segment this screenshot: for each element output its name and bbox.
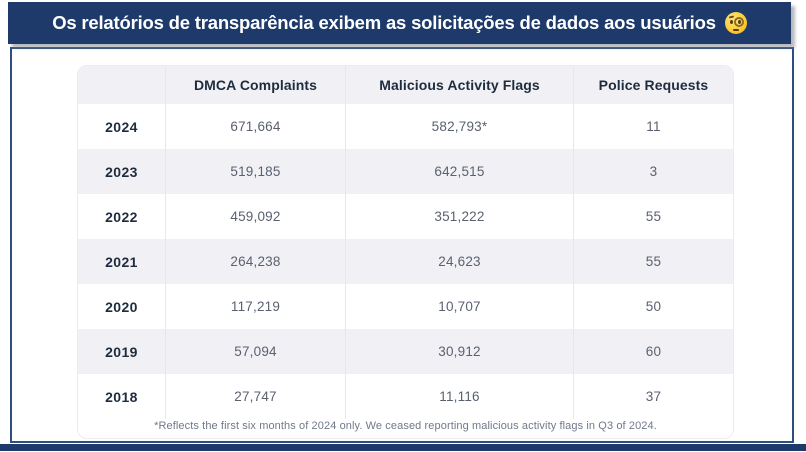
table-row: 2023 519,185 642,515 3	[78, 149, 733, 194]
emoji-left-eye	[729, 20, 733, 24]
year-cell: 2023	[78, 149, 165, 194]
face-with-monocle-emoji-icon	[724, 12, 747, 34]
police-cell: 60	[573, 329, 733, 374]
column-header-dmca-complaints: DMCA Complaints	[165, 66, 345, 104]
column-header-malicious-activity-flags: Malicious Activity Flags	[345, 66, 573, 104]
year-cell: 2018	[105, 388, 138, 405]
malicious-cell: 30,912	[345, 329, 573, 374]
column-header-police-requests: Police Requests	[573, 66, 733, 104]
bottom-divider-bar	[0, 444, 806, 451]
year-cell: 2020	[105, 298, 138, 315]
table-row: 2024 671,664 582,793* 11	[78, 104, 733, 149]
table-row: 2020 117,219 10,707 50	[78, 284, 733, 329]
table-header-row: DMCA Complaints Malicious Activity Flags…	[78, 66, 733, 104]
year-cell: 2019	[78, 329, 165, 374]
police-cell: 50	[573, 284, 733, 329]
table-row: 2022 459,092 351,222 55	[78, 194, 733, 239]
screenshot-frame: DMCA Complaints Malicious Activity Flags…	[10, 47, 794, 443]
table-row: 2021 264,238 24,623 55	[78, 239, 733, 284]
emoji-right-eye	[737, 20, 741, 24]
police-cell: 55	[573, 194, 733, 239]
dmca-cell: 671,664	[165, 104, 345, 149]
emoji-mouth	[732, 28, 739, 31]
police-cell: 55	[573, 239, 733, 284]
police-cell: 37	[573, 374, 733, 419]
malicious-cell: 11,116	[345, 374, 573, 419]
caption-banner: Os relatórios de transparência exibem as…	[8, 2, 791, 44]
year-cell: 2024	[105, 118, 138, 135]
year-cell: 2022	[105, 208, 138, 225]
transparency-report-table: DMCA Complaints Malicious Activity Flags…	[77, 65, 734, 439]
malicious-cell: 642,515	[345, 149, 573, 194]
malicious-cell: 582,793*	[345, 104, 573, 149]
police-cell: 3	[573, 149, 733, 194]
column-header-year	[78, 66, 165, 104]
table-row: 2018 27,747 11,116 37	[78, 374, 733, 419]
banner-title: Os relatórios de transparência exibem as…	[52, 12, 716, 33]
dmca-cell: 27,747	[165, 374, 345, 419]
dmca-cell: 264,238	[165, 239, 345, 284]
dmca-cell: 117,219	[165, 284, 345, 329]
dmca-cell: 519,185	[165, 149, 345, 194]
malicious-cell: 10,707	[345, 284, 573, 329]
police-cell: 11	[573, 104, 733, 149]
year-cell: 2021	[78, 239, 165, 284]
table-footnote: *Reflects the first six months of 2024 o…	[78, 419, 733, 438]
emoji-eyebrow	[728, 15, 734, 19]
malicious-cell: 24,623	[345, 239, 573, 284]
malicious-cell: 351,222	[345, 194, 573, 239]
dmca-cell: 459,092	[165, 194, 345, 239]
table-row: 2019 57,094 30,912 60	[78, 329, 733, 374]
dmca-cell: 57,094	[165, 329, 345, 374]
